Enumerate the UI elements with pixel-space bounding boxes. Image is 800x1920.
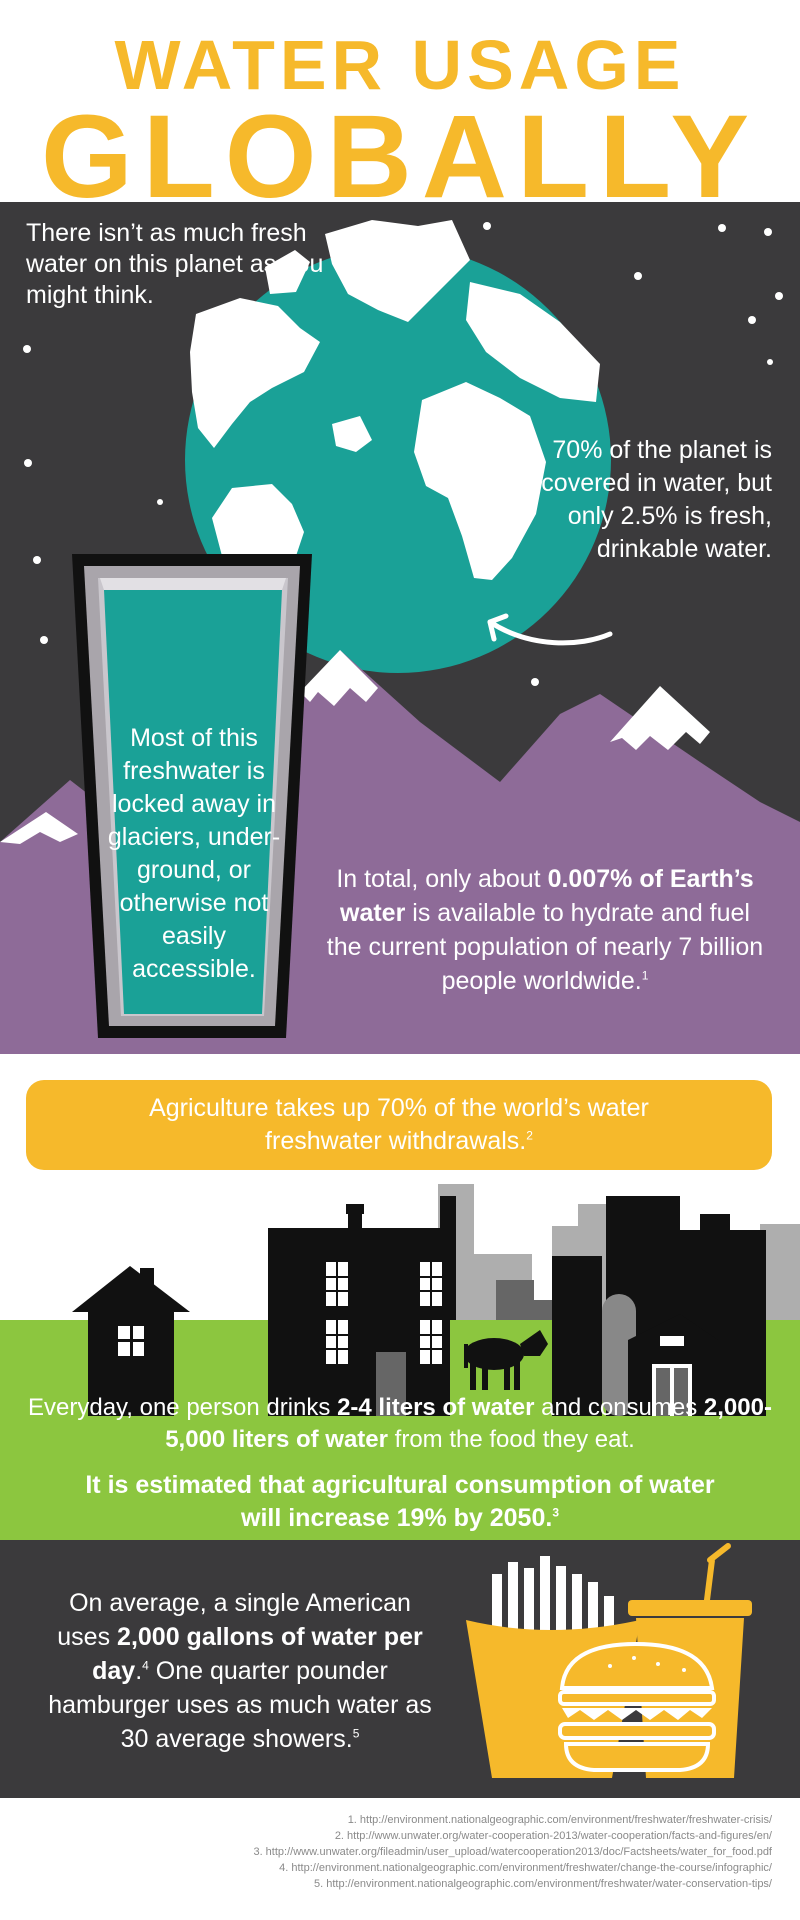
everyday-pre: Everyday, one person drinks	[28, 1394, 338, 1421]
total-text: In total, only about 0.007% of Earth’s w…	[325, 862, 765, 998]
barn-icon	[628, 1314, 718, 1416]
total-text-bold: 0.007% of Earth’s water	[340, 865, 754, 927]
fast-food-artwork	[466, 1543, 752, 1778]
everyday-bold-2: 2,000-5,000 liters of water	[165, 1394, 772, 1453]
american-bold: 2,000 gallons of water per day	[92, 1623, 423, 1685]
glass-icon	[72, 554, 312, 1038]
american-period: .	[135, 1657, 143, 1685]
seventy-percent-text: 70% of the planet is covered in water, b…	[541, 436, 772, 563]
footnote-5[interactable]: 5. http://environment.nationalgeographic…	[314, 1878, 772, 1890]
title-line-1: WATER USAGE	[114, 26, 686, 104]
cow-icon	[464, 1330, 548, 1390]
footnote-ref: 5	[352, 1726, 360, 1741]
agriculture-text: Agriculture takes up 70% of the world’s …	[149, 1094, 649, 1155]
estimate-text: It is estimated that agricultural consum…	[80, 1469, 720, 1535]
agriculture-section: Agriculture takes up 70% of the world’s …	[0, 1054, 800, 1184]
everyday-text: Everyday, one person drinks 2-4 liters o…	[20, 1392, 780, 1456]
footnote-2[interactable]: 2. http://www.unwater.org/water-cooperat…	[334, 1830, 772, 1842]
farm-section: Everyday, one person drinks 2-4 liters o…	[0, 1184, 800, 1540]
burger-icon	[558, 1641, 716, 1772]
globe-section-artwork	[0, 220, 800, 1054]
title-line-2: GLOBALLY	[40, 91, 760, 223]
arrow-icon	[487, 619, 613, 646]
footnotes: 1. http://environment.nationalgeographic…	[0, 1798, 800, 1920]
everyday-bold-1: 2-4 liters of water	[337, 1394, 535, 1421]
fast-food-section: On average, a single American uses 2,000…	[0, 1540, 800, 1798]
footnote-ref: 3	[552, 1505, 559, 1520]
footnote-1[interactable]: 1. http://environment.nationalgeographic…	[347, 1814, 772, 1826]
farm-artwork	[0, 1184, 800, 1540]
agriculture-text-wrap: Agriculture takes up 70% of the world’s …	[119, 1092, 679, 1158]
footnote-3[interactable]: 3. http://www.unwater.org/fileadmin/user…	[253, 1846, 772, 1858]
city-skyline-mid	[496, 1280, 564, 1320]
footnote-4[interactable]: 4. http://environment.nationalgeographic…	[279, 1862, 772, 1874]
agriculture-banner: Agriculture takes up 70% of the world’s …	[26, 1080, 772, 1170]
silo	[602, 1294, 636, 1416]
glass-text: Most of this freshwater is locked away i…	[107, 724, 281, 983]
american-text: On average, a single American uses 2,000…	[40, 1586, 440, 1756]
building-icon	[268, 1204, 450, 1416]
estimate-text-body: It is estimated that agricultural consum…	[85, 1471, 715, 1532]
everyday-post: from the food they eat.	[387, 1426, 635, 1453]
total-text-pre: In total, only about	[336, 865, 548, 893]
title-block: WATER USAGE GLOBALLY	[0, 0, 800, 216]
total-text-post: is available to hydrate and fuel the cur…	[326, 899, 764, 995]
intro-text: There isn’t as much fresh water on this …	[26, 219, 324, 309]
house-icon	[72, 1266, 190, 1416]
footnote-ref: 2	[526, 1128, 533, 1143]
footnote-ref: 4	[142, 1658, 149, 1673]
stars	[23, 222, 783, 686]
american-post: One quarter pounder hamburger uses as mu…	[48, 1657, 432, 1753]
everyday-mid: and consumes	[534, 1394, 704, 1421]
footnote-ref: 1	[641, 968, 649, 983]
american-pre: On average, a single American uses	[57, 1589, 411, 1651]
globe-section: There isn’t as much fresh water on this …	[0, 202, 800, 1054]
